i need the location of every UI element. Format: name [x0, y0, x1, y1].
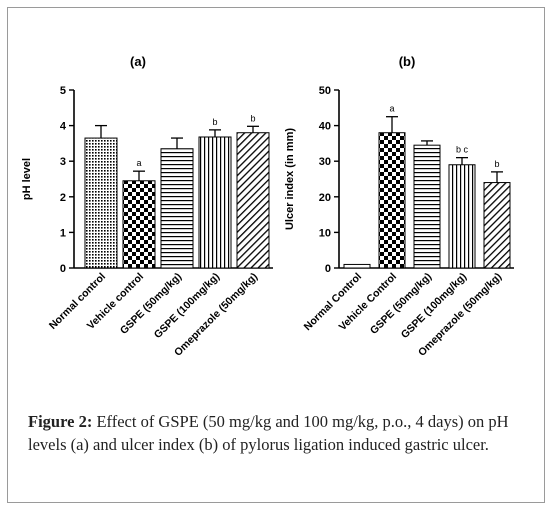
y-axis-label: Ulcer index (in mm) [284, 128, 296, 230]
bar [448, 164, 476, 269]
bar [160, 148, 194, 269]
bar [413, 144, 441, 269]
bar [236, 132, 270, 269]
significance-label: b c [456, 145, 469, 155]
y-tick-label: 1 [60, 227, 66, 239]
figure-caption: Figure 2: Effect of GSPE (50 mg/kg and 1… [28, 410, 548, 456]
y-tick-label: 30 [319, 156, 331, 168]
significance-label: a [389, 104, 394, 114]
significance-label: b [212, 117, 217, 127]
y-tick-label: 5 [60, 85, 66, 97]
bar [122, 180, 156, 269]
bar [483, 182, 511, 269]
x-tick-label: GSPE (50mg/kg) [368, 271, 434, 337]
y-tick-label: 4 [60, 121, 67, 133]
y-tick-label: 10 [319, 227, 331, 239]
x-tick-label: GSPE (100mg/kg) [152, 271, 222, 341]
significance-label: b [494, 159, 499, 169]
chart-title: (a) [130, 54, 146, 69]
x-tick-label: GSPE (100mg/kg) [399, 271, 469, 341]
caption-label: Figure 2: [28, 412, 93, 431]
chart-panel-b: (b) Ulcer index (in mm) 0 10 20 30 40 50 Normal … [284, 54, 514, 359]
y-tick-label: 50 [319, 85, 331, 97]
bar [343, 263, 371, 269]
y-tick-label: 0 [60, 263, 66, 275]
y-tick-label: 20 [319, 192, 331, 204]
y-tick-label: 3 [60, 156, 66, 168]
y-axis-label: pH level [21, 158, 33, 200]
bar [378, 132, 406, 269]
bar [198, 136, 232, 269]
x-tick-label: Normal Control [302, 271, 365, 334]
chart-title: (b) [399, 54, 416, 69]
caption-text: Effect of GSPE (50 mg/kg and 100 mg/kg, … [28, 412, 509, 454]
significance-label: b [250, 113, 255, 123]
y-tick-label: 0 [325, 263, 331, 275]
y-tick-label: 2 [60, 192, 66, 204]
y-tick-label: 40 [319, 121, 331, 133]
bar [84, 137, 118, 269]
figure-frame: (a) pH level 0 1 2 3 4 5 Normal control a Vehicle … [7, 7, 545, 503]
significance-label: a [136, 158, 141, 168]
